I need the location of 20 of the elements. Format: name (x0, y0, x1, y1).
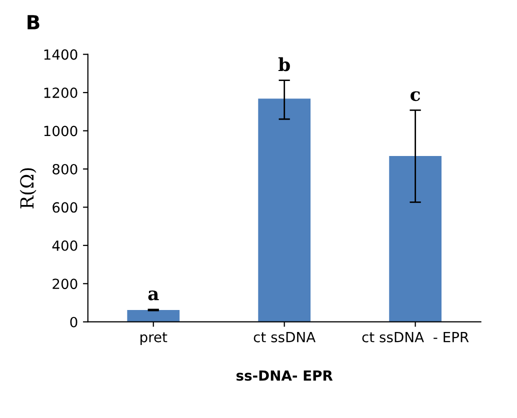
annotation: c (410, 91, 420, 102)
bar (389, 156, 442, 322)
y-tick-label: 400 (52, 240, 78, 251)
y-tick-label: 1200 (44, 88, 78, 98)
x-axis-title: ss-DNA- EPR (236, 370, 333, 381)
y-axis-title: R(Ω) (20, 168, 36, 208)
x-tick-label: pret (140, 332, 168, 346)
y-tick-label: 1400 (44, 49, 78, 60)
y-tick-label: 800 (52, 164, 78, 174)
y-tick-label: 1000 (44, 126, 78, 136)
x-tick-label: ct ssDNA (254, 332, 316, 342)
annotation: a (148, 290, 159, 300)
chart-title: B (28, 15, 40, 30)
y-tick-label: 200 (52, 278, 78, 290)
bar (258, 98, 311, 322)
x-tick-label: ct ssDNA - EPR (362, 332, 469, 342)
bar (127, 310, 180, 322)
annotation: b (278, 57, 290, 72)
y-tick-label: 600 (52, 202, 78, 213)
y-tick-label: 0 (70, 316, 78, 328)
